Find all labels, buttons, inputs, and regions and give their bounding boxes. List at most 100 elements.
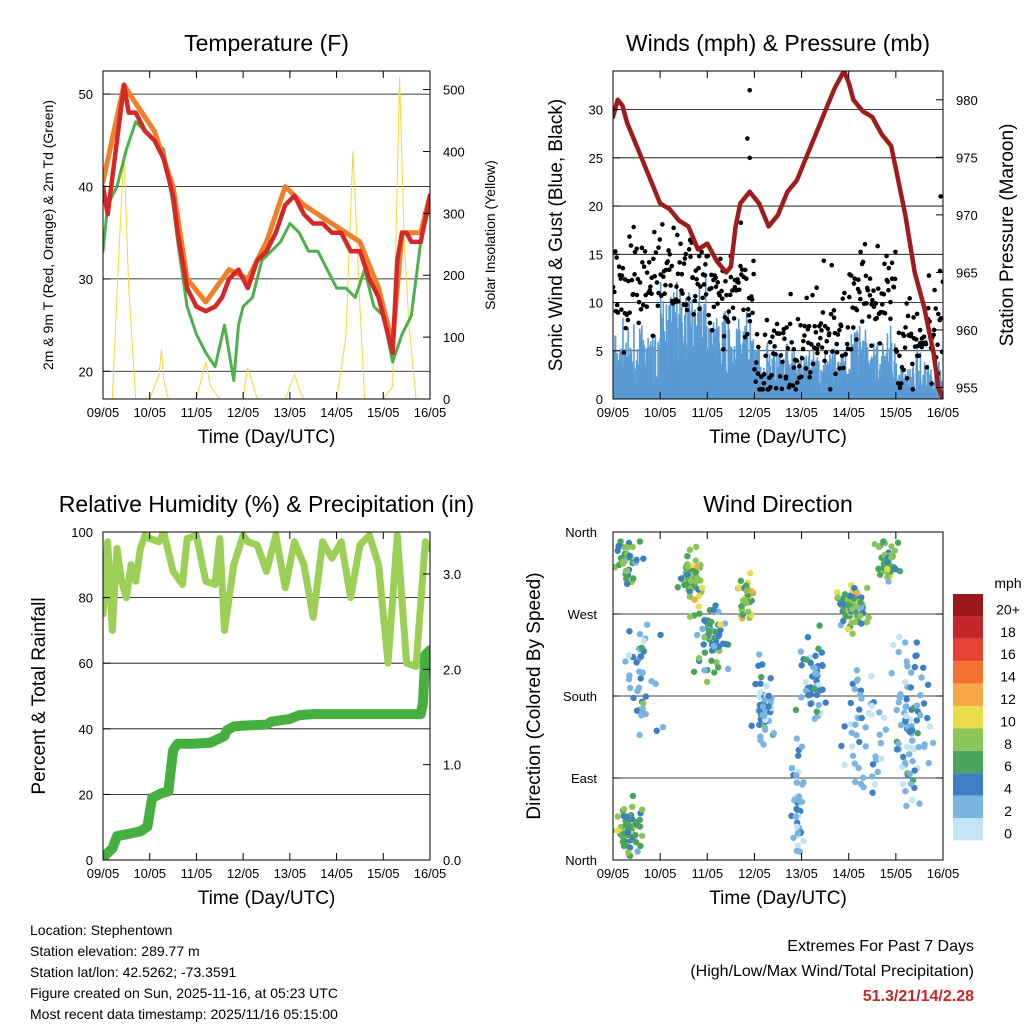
direction-point xyxy=(924,681,932,688)
gust-point xyxy=(693,293,698,299)
gust-point xyxy=(831,315,837,321)
direction-point xyxy=(737,577,745,585)
direction-point xyxy=(626,672,633,679)
direction-point xyxy=(907,669,915,676)
direction-point xyxy=(638,644,645,651)
direction-point xyxy=(793,823,800,830)
chart-title: Relative Humidity (%) & Precipitation (i… xyxy=(59,491,474,517)
gust-point xyxy=(803,366,809,371)
gust-point xyxy=(641,302,646,308)
y-tick-label: South xyxy=(563,689,597,704)
y-axis-label: 2m & 9m T (Red, Orange) & 2m Td (Green) xyxy=(40,100,56,370)
direction-point xyxy=(907,744,915,752)
gust-point xyxy=(723,279,728,284)
gust-point xyxy=(696,265,701,271)
direction-point xyxy=(758,673,765,681)
direction-point xyxy=(798,743,806,750)
gust-point xyxy=(787,321,793,327)
direction-point xyxy=(913,702,921,709)
direction-point xyxy=(916,800,923,807)
gust-point xyxy=(793,387,799,392)
direction-point xyxy=(686,588,693,596)
direction-point xyxy=(897,722,905,729)
gust-point xyxy=(916,353,922,359)
gust-point xyxy=(666,248,671,253)
x-tick-label: 09/05 xyxy=(597,866,630,881)
gust-point xyxy=(763,353,768,359)
gust-point xyxy=(651,256,656,262)
gust-point xyxy=(706,312,711,318)
gust-point xyxy=(702,273,708,278)
x-tick-label: 15/05 xyxy=(367,405,400,420)
direction-point xyxy=(913,717,920,724)
gust-point xyxy=(647,288,653,293)
gust-point xyxy=(745,307,751,312)
direction-point xyxy=(895,648,902,656)
direction-point xyxy=(848,729,855,736)
y-tick-label: 10 xyxy=(589,296,603,311)
gust-point xyxy=(796,363,802,369)
colorbar-label: 20+ xyxy=(996,601,1020,617)
plot-area xyxy=(103,532,430,860)
gust-point xyxy=(933,306,939,311)
direction-point xyxy=(632,838,640,846)
direction-point xyxy=(851,760,858,767)
gust-point xyxy=(886,265,892,271)
gust-point xyxy=(825,326,831,332)
gust-point xyxy=(779,386,785,392)
gust-point xyxy=(724,292,729,298)
gust-point xyxy=(907,296,912,301)
y-tick-right-label: 960 xyxy=(956,323,978,338)
gust-point xyxy=(904,376,910,381)
direction-point xyxy=(752,680,759,688)
direction-point xyxy=(620,806,628,813)
gust-point xyxy=(844,341,850,347)
colorbar-label: 8 xyxy=(1004,736,1012,752)
gust-point xyxy=(815,350,820,356)
gust-point xyxy=(897,353,902,359)
direction-point xyxy=(841,723,848,730)
direction-point xyxy=(686,613,694,620)
gust-point xyxy=(921,334,927,340)
direction-point xyxy=(691,596,698,603)
colorbar-swatch xyxy=(953,594,983,617)
gust-point xyxy=(857,289,862,295)
direction-point xyxy=(812,670,819,677)
direction-point xyxy=(888,554,895,561)
direction-point xyxy=(701,667,708,674)
gust-point xyxy=(846,294,852,300)
plot-area xyxy=(613,71,943,399)
direction-point xyxy=(636,630,644,638)
gust-point xyxy=(931,332,936,338)
direction-point xyxy=(792,706,800,714)
direction-point xyxy=(632,831,639,839)
gust-point xyxy=(774,321,780,327)
direction-point xyxy=(851,618,859,626)
direction-point xyxy=(717,621,724,628)
gust-point xyxy=(889,260,895,266)
gust-point xyxy=(799,374,804,380)
colorbar-label: 10 xyxy=(1000,713,1016,729)
gust-point xyxy=(615,310,621,315)
gust-point xyxy=(877,341,883,346)
gust-point xyxy=(799,355,805,361)
gust-point xyxy=(913,337,919,342)
gust-point xyxy=(738,220,744,226)
y-tick-right-label: 300 xyxy=(443,206,465,221)
y-tick-label: 40 xyxy=(79,179,93,194)
direction-point xyxy=(868,673,875,680)
gust-point xyxy=(721,333,727,339)
gust-point xyxy=(675,299,681,304)
gust-point xyxy=(694,276,699,282)
gust-point xyxy=(698,284,703,289)
direction-point xyxy=(819,662,826,669)
gust-point xyxy=(713,284,719,290)
gust-point xyxy=(747,155,753,161)
gust-point xyxy=(772,344,777,349)
direction-point xyxy=(815,701,822,709)
colorbar-swatch xyxy=(953,728,983,751)
direction-point xyxy=(908,796,916,804)
gust-point xyxy=(644,270,650,275)
gust-point xyxy=(671,225,676,231)
gust-point xyxy=(655,303,661,309)
